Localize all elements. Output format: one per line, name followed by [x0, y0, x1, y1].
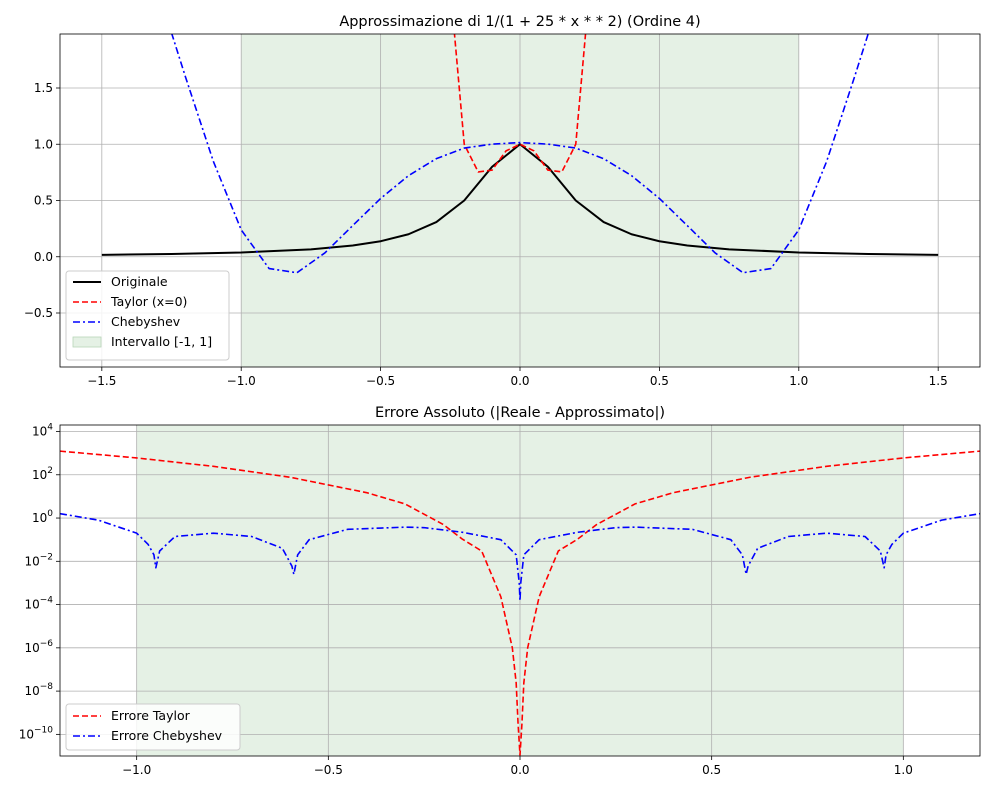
y-tick-label: 10−2	[24, 552, 53, 568]
x-tick-label: 0.5	[702, 763, 721, 777]
x-tick-label: 1.0	[789, 374, 808, 388]
y-tick-label: 1.0	[34, 137, 53, 151]
x-axis-bottom: −1.0 −0.5 0.0 0.5 1.0	[122, 756, 913, 777]
y-tick-label: 10−10	[19, 725, 54, 741]
legend-bottom: Errore Taylor Errore Chebyshev	[65, 703, 241, 751]
y-tick-label: 102	[32, 466, 53, 482]
legend-label-errore-taylor: Errore Taylor	[111, 708, 191, 723]
legend-label-errore-chebyshev: Errore Chebyshev	[111, 728, 223, 743]
y-axis-bottom: 104 102 100 10−2 10−4 10−6 10−8 10−10	[19, 423, 60, 741]
legend-label-taylor: Taylor (x=0)	[110, 294, 187, 309]
x-axis-top: −1.5 −1.0 −0.5 0.0 0.5 1.0 1.5	[87, 367, 948, 388]
x-tick-label: 1.0	[894, 763, 913, 777]
y-tick-label: 0.5	[34, 194, 53, 208]
series-line-originale	[101, 143, 939, 256]
x-tick-label: −1.0	[227, 374, 256, 388]
series-group-bottom	[60, 450, 980, 756]
x-tick-label: 0.5	[650, 374, 669, 388]
legend-label-chebyshev: Chebyshev	[111, 314, 181, 329]
legend-box-bottom	[65, 703, 241, 751]
y-tick-label: 10−6	[24, 639, 53, 655]
plot-error: Errore Assoluto (|Reale - Approssimato|)…	[19, 405, 981, 777]
y-tick-label: −0.5	[24, 306, 53, 320]
x-tick-label: −0.5	[366, 374, 395, 388]
series-line-errore-taylor	[60, 450, 980, 756]
x-tick-label: 0.0	[510, 374, 529, 388]
y-tick-label: 0.0	[34, 250, 53, 264]
x-tick-label: 1.5	[929, 374, 948, 388]
series-line-errore-chebyshev	[60, 512, 980, 602]
legend-top: Originale Taylor (x=0) Chebyshev Interva…	[65, 270, 230, 361]
legend-box-top	[65, 270, 230, 361]
series-group-top	[101, 34, 939, 274]
y-tick-label: 10−8	[24, 682, 53, 698]
y-tick-label: 1.5	[34, 81, 53, 95]
y-tick-label: 10−4	[24, 596, 53, 612]
x-tick-label: −1.0	[122, 763, 151, 777]
legend-label-interval: Intervallo [-1, 1]	[111, 334, 212, 349]
x-tick-label: −1.5	[87, 374, 116, 388]
x-tick-label: −0.5	[314, 763, 343, 777]
x-tick-label: 0.0	[510, 763, 529, 777]
y-tick-label: 104	[32, 423, 53, 439]
plot-approximation-title: Approssimazione di 1/(1 + 25 * x * * 2) …	[339, 14, 700, 30]
y-axis-top: −0.5 0.0 0.5 1.0 1.5	[24, 81, 60, 320]
y-tick-label: 100	[32, 509, 53, 525]
plot-error-title: Errore Assoluto (|Reale - Approssimato|)	[375, 405, 665, 421]
legend-swatch-interval	[72, 336, 102, 348]
legend-label-originale: Originale	[111, 274, 168, 289]
plot-approximation: Approssimazione di 1/(1 + 25 * x * * 2) …	[24, 14, 981, 388]
series-line-chebyshev	[171, 34, 869, 274]
